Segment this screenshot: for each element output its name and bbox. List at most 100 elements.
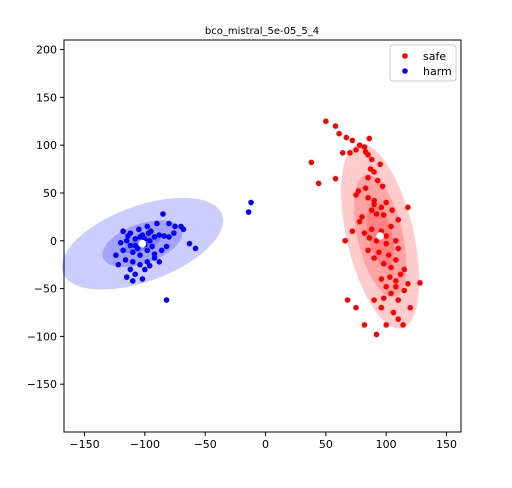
- safe-point: [376, 249, 382, 256]
- x-tick-label: 50: [319, 438, 333, 451]
- legend-label-safe: safe: [423, 50, 446, 63]
- legend-marker-safe: [402, 53, 408, 59]
- y-tick-label: 50: [43, 187, 57, 200]
- harm-point: [180, 226, 187, 233]
- harm-point: [145, 230, 152, 236]
- safe-point: [397, 271, 404, 278]
- safe-point: [378, 304, 385, 311]
- safe-point: [356, 218, 363, 225]
- safe-point: [323, 118, 329, 125]
- harm-point: [123, 274, 130, 280]
- harm-point: [120, 247, 126, 254]
- safe-point: [377, 161, 383, 168]
- x-tick-label: 150: [436, 438, 457, 451]
- safe-point: [353, 147, 359, 153]
- safe-point: [417, 280, 423, 286]
- x-tick-label: 0: [262, 438, 269, 451]
- harm-point: [144, 247, 151, 254]
- harm-point: [161, 233, 167, 239]
- x-tick-label: 100: [376, 438, 397, 451]
- harm-point: [132, 242, 138, 249]
- harm-point: [115, 261, 122, 268]
- safe-point: [393, 278, 399, 284]
- y-tick-label: 200: [36, 44, 57, 57]
- harm-point: [186, 240, 193, 247]
- safe-point: [378, 204, 385, 211]
- safe-point: [390, 309, 397, 316]
- harm-point: [163, 297, 170, 303]
- safe-point: [393, 237, 399, 244]
- harm-point: [163, 243, 170, 250]
- safe-point: [368, 156, 375, 163]
- harm-point: [192, 245, 199, 252]
- harm-point: [139, 276, 146, 282]
- safe-point: [349, 137, 356, 144]
- safe-point: [356, 142, 363, 148]
- harm-point: [154, 220, 160, 227]
- safe-point: [383, 240, 389, 247]
- harm-point: [127, 242, 134, 249]
- safe-point: [342, 237, 348, 244]
- safe-point: [395, 245, 402, 252]
- safe-point: [380, 295, 387, 301]
- safe-point: [374, 177, 381, 184]
- safe-point: [388, 223, 394, 230]
- harm-point: [132, 236, 138, 242]
- harm-point: [120, 228, 126, 235]
- safe-point: [380, 260, 387, 267]
- y-tick-label: 100: [36, 139, 57, 152]
- safe-point: [359, 214, 365, 220]
- safe-point: [371, 201, 377, 208]
- safe-centroid: [376, 232, 384, 240]
- safe-point: [315, 180, 322, 187]
- y-tick-label: −150: [27, 378, 57, 391]
- safe-point: [353, 192, 359, 198]
- harm-point: [144, 223, 151, 230]
- y-axis: −150 −100 −50 0 50 100 150 200: [27, 44, 64, 391]
- harm-point: [156, 232, 163, 238]
- safe-point: [405, 204, 411, 211]
- safe-point: [383, 283, 389, 290]
- harm-point: [129, 278, 136, 284]
- safe-point: [365, 174, 371, 181]
- safe-point: [393, 257, 399, 263]
- harm-point: [122, 257, 129, 263]
- safe-point: [361, 144, 368, 150]
- safe-point: [366, 235, 373, 241]
- harm-point: [129, 249, 136, 256]
- safe-point: [401, 266, 408, 273]
- safe-point: [388, 264, 394, 271]
- safe-point: [388, 290, 394, 297]
- safe-point: [332, 123, 339, 129]
- safe-point: [343, 134, 350, 141]
- safe-point: [395, 216, 402, 223]
- safe-point: [366, 135, 373, 142]
- harm-centroid: [138, 239, 147, 248]
- safe-point: [347, 150, 353, 156]
- safe-point: [361, 322, 368, 328]
- centroids: [138, 232, 384, 248]
- safe-point: [379, 183, 386, 190]
- harm-point: [160, 211, 166, 217]
- safe-point: [380, 212, 387, 218]
- harm-point: [146, 237, 153, 244]
- legend: safe harm: [389, 44, 457, 82]
- safe-point: [344, 297, 351, 303]
- safe-point: [365, 151, 371, 158]
- x-tick-label: −150: [69, 438, 99, 451]
- harm-point: [151, 255, 158, 261]
- safe-point: [371, 169, 377, 175]
- safe-point: [365, 194, 371, 201]
- legend-marker-harm: [402, 68, 408, 74]
- safe-point: [373, 331, 380, 338]
- harm-point: [125, 233, 131, 239]
- safe-point: [373, 237, 380, 244]
- harm-point: [113, 252, 119, 258]
- chart-title: bco_mistral_5e-05_5_4: [205, 26, 319, 37]
- safe-point: [353, 304, 359, 311]
- safe-point: [371, 297, 377, 303]
- harm-point: [117, 239, 124, 246]
- y-tick-label: −50: [34, 283, 57, 296]
- harm-point: [172, 223, 178, 230]
